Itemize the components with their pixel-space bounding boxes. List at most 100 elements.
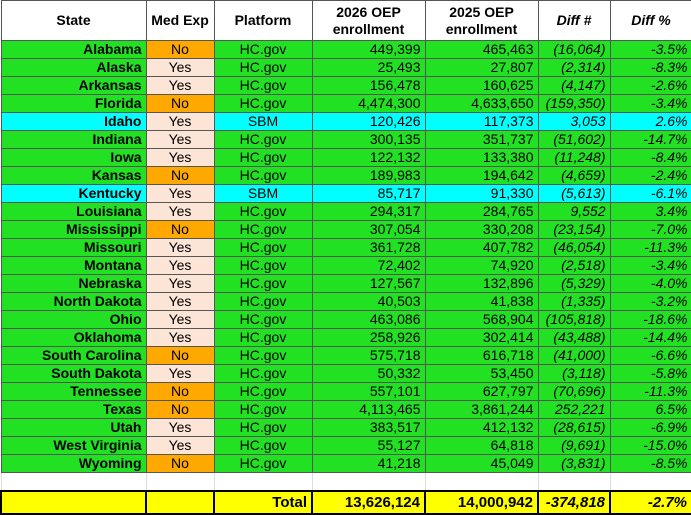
cell: Alabama [0, 40, 147, 59]
cell: HC.gov [213, 292, 313, 311]
cell: 72,402 [311, 256, 426, 275]
cell: Yes [145, 418, 215, 437]
cell: Yes [145, 130, 215, 149]
cell: Kentucky [0, 184, 147, 203]
header-cell: 2026 OEP enrollment [311, 0, 426, 41]
state-row: Louisiana Yes HC.gov 294,317 284,765 9,552 3.4… [0, 202, 691, 221]
cell: Yes [145, 184, 215, 203]
cell: HC.gov [213, 436, 313, 455]
blank-cell [424, 472, 539, 491]
state-row: South Dakota Yes HC.gov 50,332 53,450 (3,118)… [0, 364, 691, 383]
cell: Yes [145, 256, 215, 275]
state-row: South Carolina No HC.gov 575,718 616,718 (41,… [0, 346, 691, 365]
cell: Nebraska [0, 274, 147, 293]
cell: 132,896 [424, 274, 539, 293]
cell: 3,861,244 [424, 400, 539, 419]
cell: 351,737 [424, 130, 539, 149]
cell: 449,399 [311, 40, 426, 59]
cell: (3,831) [537, 454, 611, 473]
cell: HC.gov [213, 454, 313, 473]
state-row: Alaska Yes HC.gov 25,493 27,807 (2,314) -8.3% [0, 58, 691, 77]
cell: 361,728 [311, 238, 426, 257]
state-row: Texas No HC.gov 4,113,465 3,861,244 252,221 6.… [0, 400, 691, 419]
blank-cell [609, 472, 691, 491]
cell: 557,101 [311, 382, 426, 401]
state-row: Kentucky Yes SBM 85,717 91,330 (5,613) -6.1% [0, 184, 691, 203]
cell: 284,765 [424, 202, 539, 221]
header-cell: Diff % [609, 0, 691, 41]
cell: 133,380 [424, 148, 539, 167]
cell: 302,414 [424, 328, 539, 347]
cell: 412,132 [424, 418, 539, 437]
cell: -8.4% [609, 148, 691, 167]
state-row: Utah Yes HC.gov 383,517 412,132 (28,615) -6.9% [0, 418, 691, 437]
cell: -6.9% [609, 418, 691, 437]
cell: 616,718 [424, 346, 539, 365]
cell: -11.3% [609, 382, 691, 401]
total-row: Total 13,626,124 14,000,942 -374,818 -2.7% [0, 489, 691, 515]
state-row: Wyoming No HC.gov 41,218 45,049 (3,831) -8.5% [0, 454, 691, 473]
cell: North Dakota [0, 292, 147, 311]
cell: HC.gov [213, 166, 313, 185]
blank-cell [0, 472, 147, 491]
cell: -6.1% [609, 184, 691, 203]
cell: (159,350) [537, 94, 611, 113]
cell: 160,625 [424, 76, 539, 95]
cell: -3.5% [609, 40, 691, 59]
cell: 294,317 [311, 202, 426, 221]
cell: -7.0% [609, 220, 691, 239]
cell: South Carolina [0, 346, 147, 365]
state-row: Kansas No HC.gov 189,983 194,642 (4,659) -2.4% [0, 166, 691, 185]
cell: HC.gov [213, 148, 313, 167]
cell: Oklahoma [0, 328, 147, 347]
cell: (43,488) [537, 328, 611, 347]
cell: 120,426 [311, 112, 426, 131]
cell: 3,053 [537, 112, 611, 131]
cell: 53,450 [424, 364, 539, 383]
cell: Yes [145, 238, 215, 257]
cell: -8.3% [609, 58, 691, 77]
cell: (46,054) [537, 238, 611, 257]
cell: -3.4% [609, 256, 691, 275]
cell: Missouri [0, 238, 147, 257]
cell: 40,503 [311, 292, 426, 311]
header-cell: Diff # [537, 0, 611, 41]
cell: (11,248) [537, 148, 611, 167]
total-cell: 13,626,124 [311, 489, 426, 515]
cell: Florida [0, 94, 147, 113]
cell: 9,552 [537, 202, 611, 221]
cell: Tennessee [0, 382, 147, 401]
cell: HC.gov [213, 238, 313, 257]
cell: 156,478 [311, 76, 426, 95]
cell: HC.gov [213, 130, 313, 149]
cell: 568,904 [424, 310, 539, 329]
cell: 117,373 [424, 112, 539, 131]
state-row: Arkansas Yes HC.gov 156,478 160,625 (4,147) -2… [0, 76, 691, 95]
cell: Wyoming [0, 454, 147, 473]
cell: 27,807 [424, 58, 539, 77]
cell: No [145, 166, 215, 185]
cell: -2.4% [609, 166, 691, 185]
state-row: Florida No HC.gov 4,474,300 4,633,650 (159,35… [0, 94, 691, 113]
cell: (5,613) [537, 184, 611, 203]
cell: -15.0% [609, 436, 691, 455]
cell: (41,000) [537, 346, 611, 365]
cell: Yes [145, 292, 215, 311]
blank-cell [537, 472, 611, 491]
cell: Ohio [0, 310, 147, 329]
cell: 85,717 [311, 184, 426, 203]
state-row: Oklahoma Yes HC.gov 258,926 302,414 (43,488) -… [0, 328, 691, 347]
cell: No [145, 40, 215, 59]
total-cell: -374,818 [537, 489, 611, 515]
cell: Yes [145, 58, 215, 77]
cell: South Dakota [0, 364, 147, 383]
blank-cell [0, 489, 147, 515]
blank-cell [213, 472, 313, 491]
cell: 463,086 [311, 310, 426, 329]
cell: HC.gov [213, 274, 313, 293]
cell: -3.2% [609, 292, 691, 311]
blank-cell [311, 472, 426, 491]
cell: 252,221 [537, 400, 611, 419]
